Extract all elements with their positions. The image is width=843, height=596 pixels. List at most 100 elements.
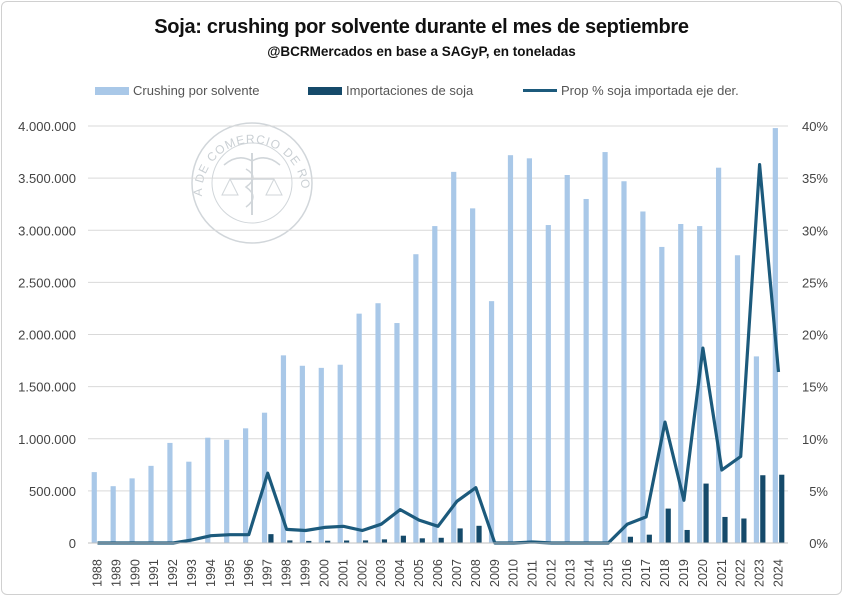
bar-importaciones (287, 540, 293, 543)
bar-crushing (129, 478, 135, 543)
x-tick-label: 2023 (753, 559, 767, 587)
chart-subtitle: @BCRMercados en base a SAGyP, en tonelad… (267, 44, 576, 59)
bar-importaciones (306, 540, 312, 543)
bar-crushing (148, 465, 154, 543)
bar-crushing (451, 171, 457, 543)
x-tick-label: 2024 (772, 559, 786, 587)
bar-importaciones (476, 525, 482, 543)
y-right-tick-label: 25% (802, 275, 828, 290)
bar-crushing (753, 356, 760, 543)
bar-crushing (640, 211, 646, 544)
x-tick-label: 2009 (488, 559, 502, 587)
y-left-tick-label: 3.000.000 (18, 223, 76, 238)
bar-crushing (659, 246, 665, 543)
bar-crushing (110, 486, 116, 543)
x-tick-label: 2004 (393, 559, 407, 587)
bar-crushing (91, 472, 97, 543)
seal-outer-ring (191, 122, 313, 244)
x-tick-label: 2020 (696, 559, 710, 587)
x-tick-label: 2019 (677, 559, 691, 587)
x-tick-label: 1998 (280, 559, 294, 587)
bar-importaciones (703, 483, 709, 543)
seal-scale-left (221, 177, 239, 196)
bar-crushing (678, 223, 684, 543)
x-tick-label: 2011 (526, 560, 540, 587)
bar-crushing (602, 152, 608, 543)
x-tick-label: 2012 (545, 559, 559, 587)
line-prop-importada (97, 163, 781, 545)
x-tick-label: 2002 (355, 559, 369, 587)
bar-crushing (337, 364, 343, 543)
y-left-tick-label: 1.500.000 (18, 380, 76, 395)
y-right-tick-label: 20% (802, 328, 828, 343)
legend-swatch-importaciones (308, 86, 342, 95)
bar-crushing (621, 181, 627, 543)
legend-swatch-crushing (95, 86, 129, 95)
x-tick-label: 2013 (563, 559, 577, 587)
axes: 0 500.000 1.000.000 1.500.000 2.000.000 2.500… (18, 119, 828, 587)
bar-crushing (432, 226, 438, 543)
bar-importaciones (779, 474, 785, 543)
y-right-tick-label: 10% (802, 432, 828, 447)
seal-wings (223, 157, 281, 166)
y-left-tick-label: 500.000 (29, 484, 76, 499)
bar-crushing (261, 412, 268, 543)
x-tick-label: 2016 (620, 559, 634, 587)
line-series (97, 163, 781, 545)
y-left-tick-label: 1.000.000 (18, 432, 76, 447)
x-tick-label: 2022 (734, 559, 748, 587)
legend-label-importaciones: Importaciones de soja (346, 83, 474, 98)
y-left-tick-label: 2.500.000 (18, 275, 76, 290)
bar-crushing (186, 461, 192, 543)
x-tick-label: 1997 (261, 559, 275, 587)
bar-crushing (243, 428, 249, 543)
bar-importaciones (760, 475, 766, 543)
x-tick-label: 2006 (431, 559, 445, 587)
bar-crushing (299, 365, 305, 543)
y-right-tick-label: 30% (802, 223, 828, 238)
bar-importaciones (400, 535, 406, 543)
bar-crushing (318, 367, 324, 543)
bar-crushing (394, 323, 400, 543)
x-tick-label: 2021 (715, 559, 729, 587)
x-tick-label: 2017 (639, 559, 653, 587)
x-tick-label: 1993 (185, 559, 199, 587)
bar-importaciones (627, 536, 633, 543)
legend-item-crushing: Crushing por solvente (95, 83, 259, 98)
x-tick-label: 2007 (450, 559, 464, 587)
y-right-tick-label: 40% (802, 119, 828, 134)
seal-inner-ring (211, 142, 293, 224)
bar-crushing (715, 167, 722, 543)
y-right-tick-label: 15% (802, 380, 828, 395)
x-tick-label: 1996 (242, 559, 256, 587)
x-tick-label: 2014 (582, 559, 596, 587)
x-tick-label: 2003 (374, 559, 388, 587)
x-tick-label: 1992 (166, 559, 180, 587)
x-tick-label: 1991 (147, 559, 161, 587)
bar-importaciones (362, 540, 369, 543)
legend-item-prop: Prop % soja importada eje der. (523, 83, 739, 98)
bar-importaciones (268, 534, 274, 543)
bar-crushing (488, 301, 495, 543)
x-tick-label: 2010 (507, 559, 521, 587)
bar-crushing (583, 198, 589, 543)
x-tick-label: 2018 (658, 559, 672, 587)
x-tick-label: 2001 (336, 559, 350, 587)
y-right-tick-label: 35% (802, 171, 828, 186)
bar-importaciones (438, 537, 444, 543)
legend-label-crushing: Crushing por solvente (133, 83, 260, 98)
bar-crushing (205, 437, 211, 543)
seal-text: BOLSA DE COMERCIO DE ROSARIO (0, 0, 313, 196)
bar-crushing (167, 442, 173, 543)
bar-importaciones (646, 534, 652, 543)
x-tick-label: 1988 (90, 559, 104, 587)
x-tick-label: 1989 (109, 559, 123, 587)
bar-importaciones (684, 529, 690, 543)
y-right-tick-label: 0% (809, 536, 828, 551)
bar-crushing (224, 439, 230, 543)
bar-crushing (526, 158, 532, 543)
x-tick-label: 1990 (128, 559, 142, 587)
chart-title: Soja: crushing por solvente durante el m… (154, 16, 689, 38)
bar-importaciones (419, 538, 425, 543)
bar-importaciones (325, 540, 331, 543)
